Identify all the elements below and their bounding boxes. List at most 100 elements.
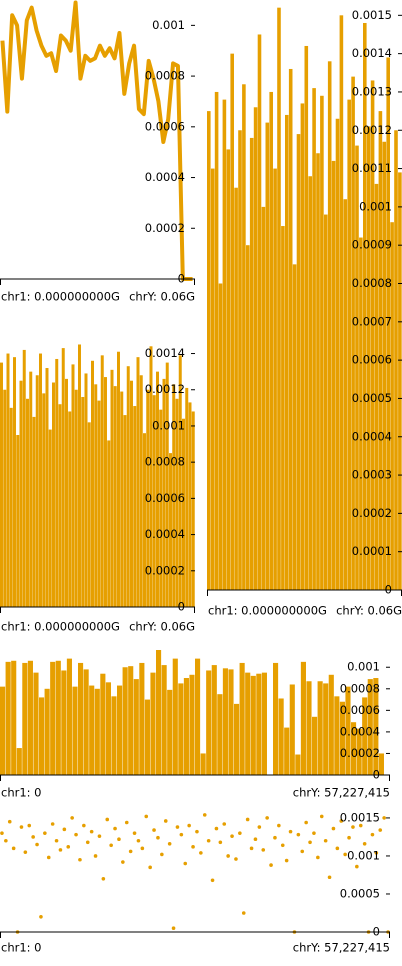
bar xyxy=(9,407,13,607)
bar xyxy=(189,674,195,775)
bar xyxy=(300,103,305,590)
bar xyxy=(295,754,301,775)
bar xyxy=(328,674,334,775)
bar xyxy=(339,15,344,591)
bar xyxy=(250,675,256,775)
bar xyxy=(172,384,176,607)
y-tick-label: 0.0004 xyxy=(352,429,392,443)
bar xyxy=(331,160,336,590)
point xyxy=(163,819,168,823)
bar xyxy=(162,378,166,607)
point xyxy=(230,834,234,838)
y-tick-label: 0.0002 xyxy=(340,746,380,760)
x-axis-end-label: chrY: 57,227,415 xyxy=(293,941,390,955)
bar xyxy=(210,168,215,591)
point xyxy=(284,858,289,863)
bar xyxy=(288,68,293,590)
bar xyxy=(107,440,111,607)
bar xyxy=(42,393,46,607)
point xyxy=(31,835,35,839)
x-axis-start-label: chr1: 0.000000000G xyxy=(1,290,120,304)
y-tick-label: 0.001 xyxy=(359,199,392,213)
y-tick-label: 0.0004 xyxy=(145,527,185,541)
point xyxy=(128,849,133,854)
point xyxy=(355,864,359,869)
y-tick-label: 0.0015 xyxy=(340,810,380,824)
point xyxy=(7,819,12,824)
bar xyxy=(5,661,11,775)
bar xyxy=(71,364,75,607)
point xyxy=(156,835,160,840)
marks xyxy=(0,813,390,934)
bar xyxy=(277,7,281,590)
bar xyxy=(316,153,320,590)
bar xyxy=(188,402,192,607)
marks xyxy=(0,344,195,607)
bar xyxy=(374,183,379,590)
point xyxy=(121,860,125,864)
point xyxy=(249,846,254,851)
point xyxy=(62,827,67,832)
bar xyxy=(355,145,359,590)
bar xyxy=(356,728,362,775)
panel: 0 0.0002 0.0004 0.0006 0.0008 0.001 0.0012 0.00… xyxy=(0,344,195,634)
point xyxy=(347,835,351,840)
bar xyxy=(238,130,242,590)
bar xyxy=(261,206,266,590)
bar xyxy=(26,398,29,607)
point xyxy=(97,834,102,838)
point xyxy=(261,848,266,852)
point xyxy=(93,854,98,858)
point xyxy=(358,823,363,828)
point xyxy=(300,849,305,854)
y-tick-label: 0.0008 xyxy=(352,276,392,290)
bar xyxy=(253,107,258,590)
bar xyxy=(245,672,251,775)
y-tick-label: 0.0004 xyxy=(340,724,380,738)
y-tick-label: 0.001 xyxy=(152,18,185,32)
y-tick-label: 0.001 xyxy=(347,660,380,674)
bar xyxy=(217,694,223,775)
x-axis-end-label: chrY: 0.06G xyxy=(129,290,195,304)
bar xyxy=(200,753,206,775)
bar xyxy=(300,661,306,775)
x-axis-start-label: chr1: 0.000000000G xyxy=(1,620,120,634)
bar xyxy=(44,688,50,775)
bar xyxy=(130,380,133,607)
point xyxy=(74,832,78,837)
x-axis-start-label: chr1: 0 xyxy=(1,786,42,800)
y-tick-label: 0.0002 xyxy=(145,563,185,577)
y-tick-label: 0 xyxy=(178,272,185,286)
bar xyxy=(339,701,345,775)
x-axis-end-label: chrY: 0.06G xyxy=(129,620,195,634)
bar xyxy=(50,661,56,775)
bar xyxy=(324,214,328,590)
point xyxy=(202,813,207,817)
bar xyxy=(211,665,217,775)
point xyxy=(19,825,24,829)
point xyxy=(304,820,308,825)
point xyxy=(152,828,156,832)
bar xyxy=(156,371,159,607)
bar xyxy=(13,357,16,607)
bar xyxy=(183,678,189,775)
bar xyxy=(123,415,127,607)
point xyxy=(335,846,340,851)
point xyxy=(0,831,4,835)
bar xyxy=(312,88,316,590)
bar xyxy=(292,264,297,590)
y-tick-label: 0.001 xyxy=(347,848,380,862)
point xyxy=(58,848,63,852)
bar xyxy=(175,398,179,607)
bar xyxy=(105,682,111,775)
point xyxy=(339,819,344,823)
bar xyxy=(228,669,234,775)
bar xyxy=(32,416,36,607)
bar xyxy=(78,344,81,607)
bar xyxy=(249,137,254,591)
point xyxy=(370,832,375,837)
bar xyxy=(152,395,156,607)
point xyxy=(327,875,332,880)
point xyxy=(269,863,273,867)
point xyxy=(362,841,367,846)
